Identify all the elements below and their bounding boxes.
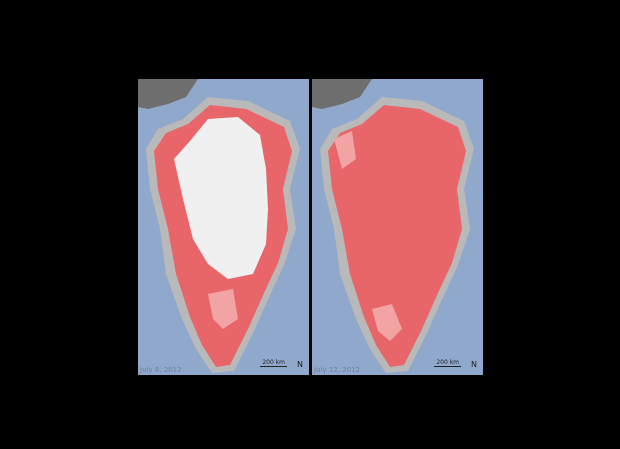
scale-bar: 200 km	[434, 359, 461, 367]
north-arrow-icon: N	[471, 360, 477, 369]
probable-melt-area	[334, 131, 356, 169]
canada-landmass	[312, 79, 372, 109]
melt-area	[328, 105, 466, 367]
greenland-map	[138, 79, 300, 373]
map-panel-july-8: July 8, 2012 200 km N	[138, 79, 309, 375]
canada-landmass	[138, 79, 198, 109]
map-panel-july-12: July 12, 2012 200 km N	[312, 79, 483, 375]
no-melt-area	[174, 117, 268, 279]
date-label: July 12, 2012	[314, 366, 360, 374]
probable-melt-area	[208, 289, 238, 329]
scale-bar: 200 km	[260, 359, 287, 367]
north-arrow-icon: N	[297, 360, 303, 369]
date-label: July 8, 2012	[140, 366, 182, 374]
greenland-map	[312, 79, 474, 373]
probable-melt-area	[372, 304, 402, 341]
